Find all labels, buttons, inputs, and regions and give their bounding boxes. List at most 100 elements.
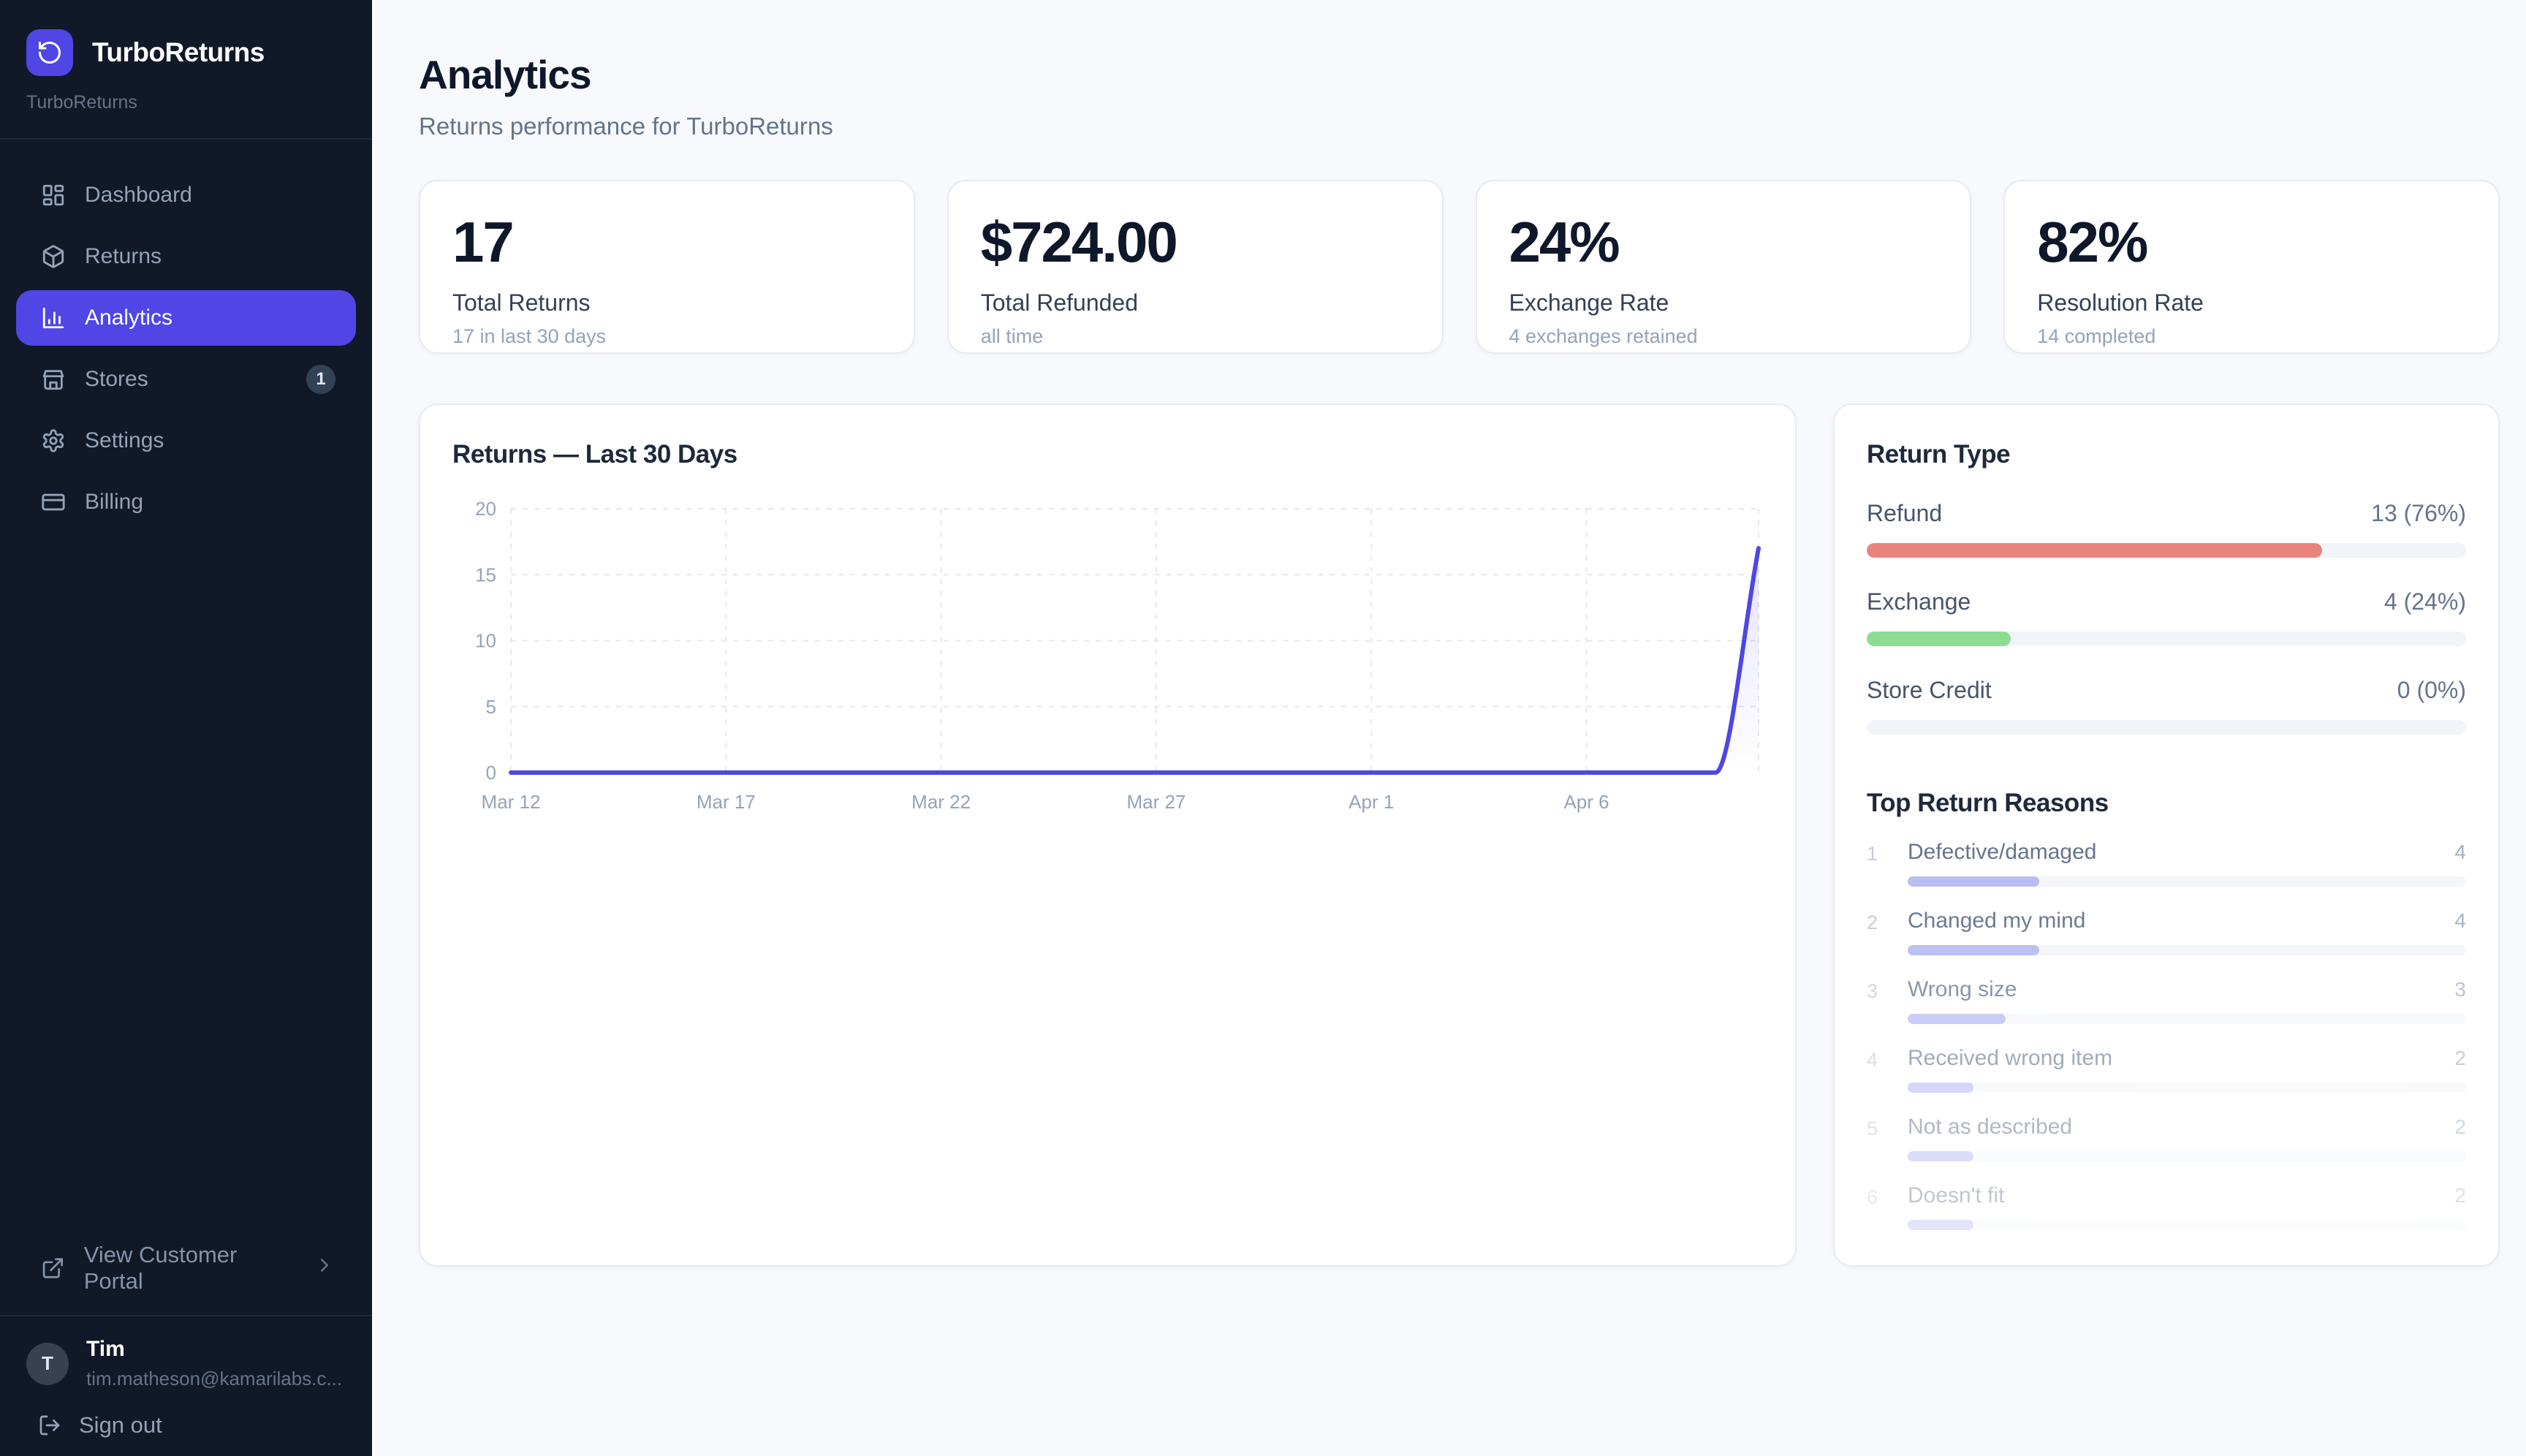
reason-label: Wrong size	[1908, 977, 2017, 1001]
brand-title: TurboReturns	[92, 37, 265, 67]
brand-header: TurboReturns TurboReturns	[0, 0, 372, 140]
reason-bar-track	[1908, 1151, 2466, 1161]
stat-card-total-refunded: $724.00 Total Refunded all time	[947, 180, 1444, 354]
external-link-icon	[42, 1258, 64, 1278]
returns-chart-card: Returns — Last 30 Days 0 5 10 15 20 Mar 12 Mar…	[419, 403, 1797, 1267]
sidebar-item-dashboard[interactable]: Dashboard	[16, 167, 356, 223]
sign-out-label: Sign out	[79, 1412, 162, 1438]
reason-item: 1 Defective/damaged 4	[1867, 840, 2466, 887]
exchange-bar-track	[1867, 632, 2466, 646]
reason-item: 6 Doesn't fit 2	[1867, 1183, 2466, 1230]
stat-subtext: 14 completed	[2037, 325, 2156, 347]
stat-label: Total Returns	[452, 289, 591, 316]
rotate-ccw-icon	[39, 42, 61, 64]
store-credit-bar-track	[1867, 720, 2466, 735]
y-axis-tick-label: 15	[475, 564, 496, 585]
return-type-card: Return Type Refund 13 (76%) Exchange 4 (…	[1833, 403, 2500, 1267]
reason-bar-fill	[1908, 1014, 2006, 1024]
return-type-value: 4 (24%)	[2383, 588, 2466, 615]
return-type-label: Store Credit	[1867, 677, 1992, 703]
dashboard-icon	[42, 184, 64, 206]
reason-rank: 4	[1867, 1049, 1878, 1071]
sidebar-item-settings[interactable]: Settings	[16, 413, 356, 469]
stat-value: $724.00	[980, 210, 1178, 274]
stat-subtext: 4 exchanges retained	[1509, 325, 1698, 347]
x-axis-tick-label: Apr 1	[1349, 791, 1394, 813]
reason-bar-track	[1908, 945, 2466, 955]
stores-count-badge: 1	[306, 365, 335, 394]
sidebar-item-label: Stores	[85, 367, 148, 391]
reason-count: 3	[2454, 978, 2466, 1001]
reason-item: 3 Wrong size 3	[1867, 977, 2466, 1024]
bar-chart-icon	[42, 307, 64, 329]
stat-subtext: 17 in last 30 days	[452, 325, 607, 347]
reason-count: 4	[2454, 909, 2466, 932]
return-type-row-store-credit: Store Credit 0 (0%)	[1867, 677, 2466, 735]
y-axis-tick-label: 20	[475, 501, 496, 520]
x-axis-tick-label: Apr 6	[1563, 791, 1609, 813]
log-out-icon	[39, 1415, 60, 1436]
stat-label: Total Refunded	[980, 289, 1139, 316]
sidebar-item-label: Settings	[85, 428, 164, 452]
reason-bar-fill	[1908, 945, 2039, 955]
page-subtitle: Returns performance for TurboReturns	[419, 113, 833, 140]
reason-item: 4 Received wrong item 2	[1867, 1046, 2466, 1093]
reason-label: Defective/damaged	[1908, 840, 2097, 864]
x-axis-tick-label: Mar 22	[911, 791, 971, 813]
sidebar-item-stores[interactable]: Stores 1	[16, 352, 356, 407]
sidebar-nav: Dashboard Returns Analytics Stores 1	[0, 140, 372, 536]
reason-rank: 6	[1867, 1186, 1878, 1208]
package-icon	[42, 245, 64, 268]
return-type-value: 0 (0%)	[2397, 677, 2466, 703]
reason-bar-fill	[1908, 876, 2039, 887]
page-title: Analytics	[419, 52, 592, 97]
user-section: T Tim tim.matheson@kamarilabs.c... Sign …	[0, 1315, 372, 1456]
avatar: T	[26, 1342, 69, 1385]
y-axis-tick-label: 5	[486, 696, 496, 718]
sidebar-item-analytics[interactable]: Analytics	[16, 290, 356, 346]
x-axis-tick-label: Mar 17	[697, 791, 756, 813]
sidebar-item-returns[interactable]: Returns	[16, 229, 356, 284]
stat-value: 24%	[1509, 210, 1620, 274]
reason-label: Received wrong item	[1908, 1046, 2113, 1070]
stat-cards-row: 17 Total Returns 17 in last 30 days $724…	[419, 180, 2500, 354]
reason-count: 2	[2454, 1115, 2466, 1138]
stat-card-resolution-rate: 82% Resolution Rate 14 completed	[2003, 180, 2500, 354]
return-type-title: Return Type	[1867, 440, 2011, 469]
view-customer-portal-link[interactable]: View Customer Portal	[16, 1240, 356, 1296]
reason-bar-track	[1908, 1082, 2466, 1093]
reason-bar-fill	[1908, 1151, 1974, 1161]
reason-item: 2 Changed my mind 4	[1867, 909, 2466, 955]
reason-label: Changed my mind	[1908, 909, 2086, 933]
reason-bar-fill	[1908, 1082, 1974, 1093]
y-axis-tick-label: 10	[475, 630, 496, 652]
reason-bar-track	[1908, 876, 2466, 887]
reason-rank: 5	[1867, 1118, 1878, 1140]
reason-rank: 1	[1867, 843, 1878, 865]
top-return-reasons-title: Top Return Reasons	[1867, 789, 2109, 817]
sign-out-button[interactable]: Sign out	[26, 1390, 346, 1456]
stat-card-total-returns: 17 Total Returns 17 in last 30 days	[419, 180, 915, 354]
stat-label: Exchange Rate	[1509, 289, 1669, 316]
reason-count: 4	[2454, 841, 2466, 863]
stat-value: 82%	[2037, 210, 2148, 274]
sidebar-item-billing[interactable]: Billing	[16, 474, 356, 530]
charts-row: Returns — Last 30 Days 0 5 10 15 20 Mar 12 Mar…	[419, 403, 2500, 1267]
chart-title: Returns — Last 30 Days	[452, 440, 737, 469]
returns-area	[511, 548, 1759, 773]
stat-label: Resolution Rate	[2037, 289, 2204, 316]
gear-icon	[42, 429, 64, 452]
return-type-label: Exchange	[1867, 588, 1971, 615]
reason-rank: 3	[1867, 980, 1878, 1002]
stat-value: 17	[452, 210, 515, 274]
sidebar-item-label: Analytics	[85, 306, 173, 330]
exchange-bar-fill	[1867, 632, 2011, 646]
sidebar-item-label: Billing	[85, 490, 144, 514]
reason-count: 2	[2454, 1047, 2466, 1069]
brand-subtitle: TurboReturns	[26, 92, 137, 113]
brand-logo	[26, 29, 73, 76]
reason-count: 2	[2454, 1184, 2466, 1207]
store-icon	[42, 370, 64, 390]
credit-card-icon	[42, 493, 65, 511]
reason-bar-track	[1908, 1014, 2466, 1024]
